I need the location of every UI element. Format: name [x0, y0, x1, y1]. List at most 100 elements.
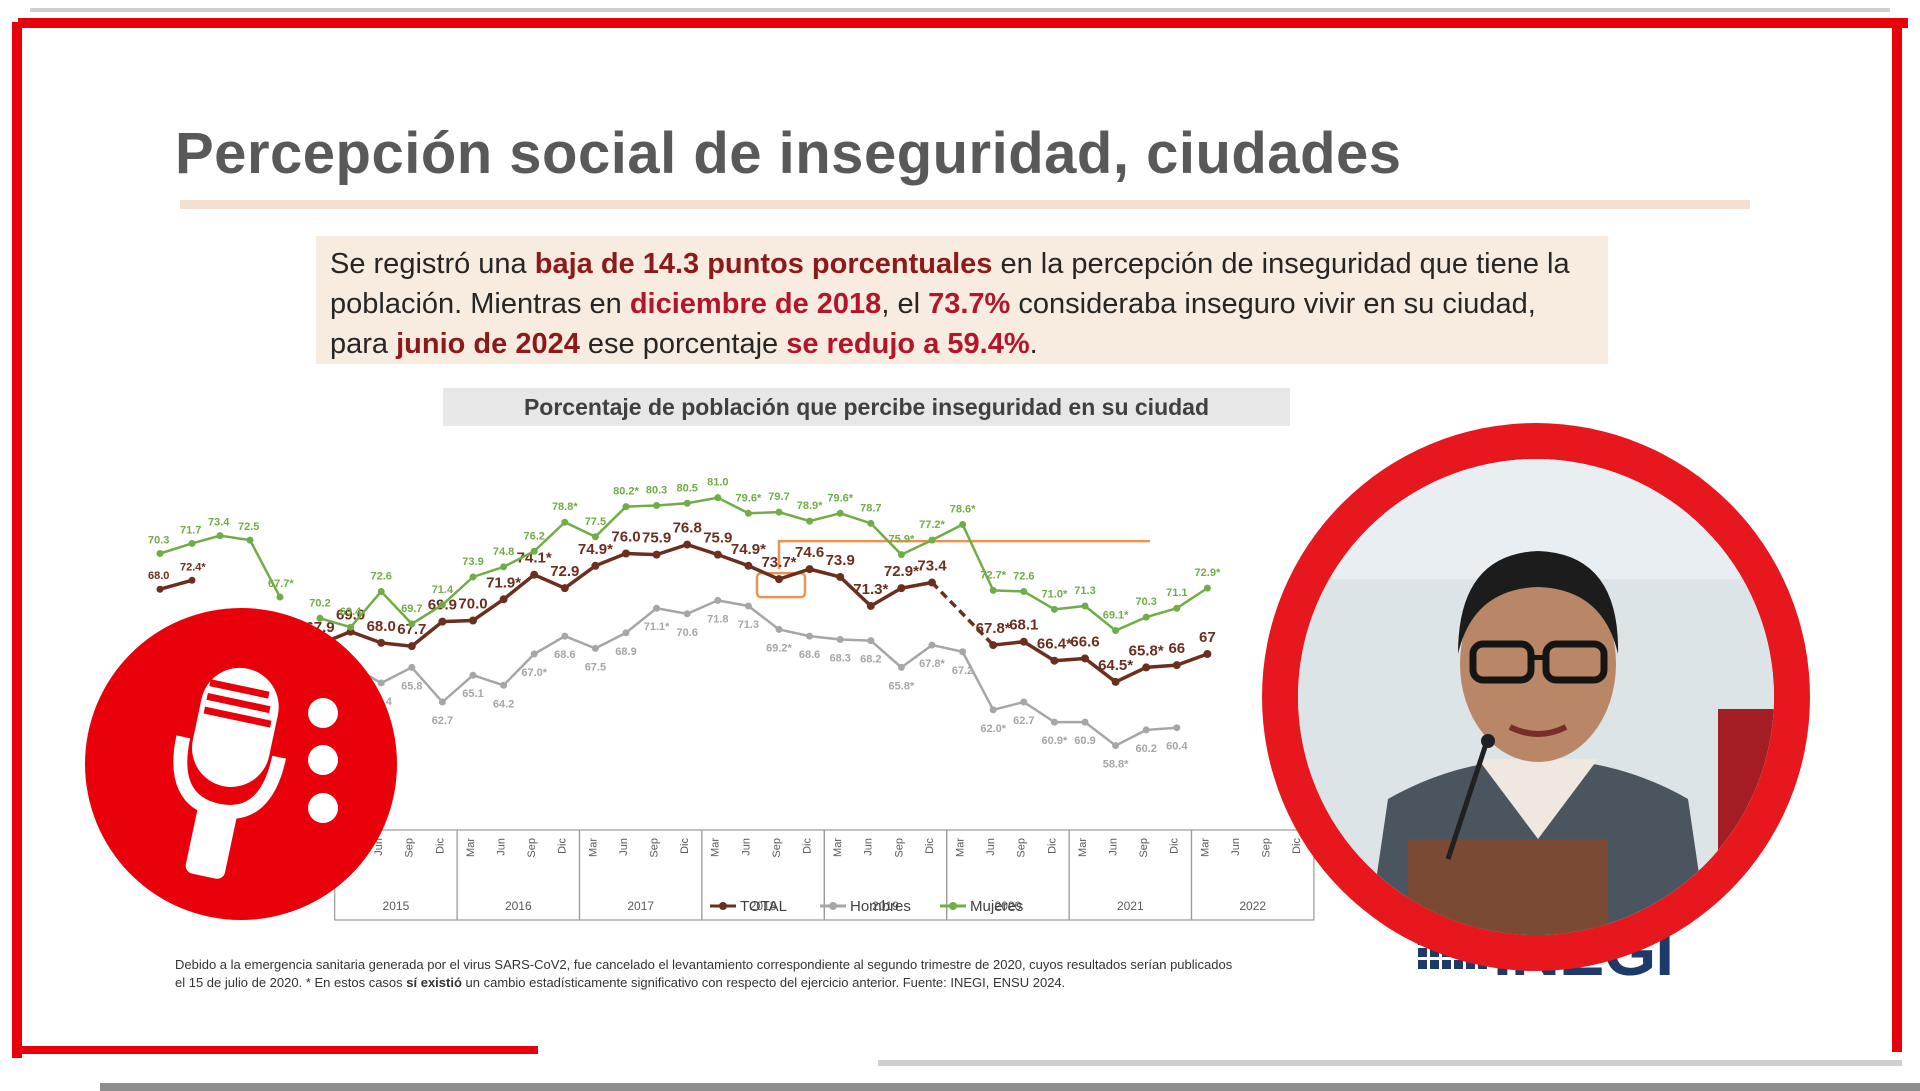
- data-point-hombres: [867, 637, 875, 645]
- series-line-total: [993, 639, 1208, 684]
- data-label-mujeres: 77.5: [585, 516, 606, 528]
- data-point-hombres: [530, 650, 538, 658]
- data-point-hombres: [1173, 724, 1181, 732]
- data-point-hombres: [836, 635, 844, 643]
- footnote-emphasis: sí existió: [406, 975, 462, 990]
- series-gap-line-total: [930, 581, 995, 647]
- data-point-mujeres: [377, 587, 385, 595]
- data-label-mujeres: 81.0: [707, 477, 728, 489]
- data-point-total: [469, 616, 477, 625]
- data-point-total: [188, 576, 196, 584]
- data-point-hombres: [714, 596, 722, 604]
- data-label-mujeres: 74.8: [493, 546, 514, 558]
- legend-marker: [949, 902, 957, 910]
- data-point-total: [866, 601, 875, 610]
- data-point-mujeres: [714, 494, 722, 502]
- data-point-total: [744, 561, 753, 570]
- data-label-hombres: 70.6: [676, 627, 697, 639]
- data-label-hombres: 71.1*: [644, 621, 670, 633]
- x-tick-label: Jun: [1108, 838, 1120, 856]
- data-label-mujeres: 70.2: [309, 597, 330, 609]
- data-point-total: [591, 561, 600, 570]
- data-label-hombres: 60.9*: [1042, 735, 1068, 747]
- data-label-total: 76.0: [611, 529, 640, 546]
- data-point-hombres: [897, 663, 905, 671]
- data-point-mujeres: [530, 547, 538, 555]
- data-label-mujeres: 78.8*: [552, 501, 578, 513]
- data-label-total: 74.9*: [578, 541, 613, 558]
- data-point-mujeres: [1203, 584, 1211, 592]
- data-point-total: [928, 578, 936, 587]
- highlight-box: [755, 571, 807, 599]
- data-point-hombres: [1142, 726, 1150, 734]
- year-label: 2016: [505, 899, 532, 913]
- footnote-text: un cambio estadísticamente significativo…: [461, 975, 1066, 990]
- data-label-hombres: 71.8: [707, 613, 728, 625]
- data-point-total: [836, 572, 845, 581]
- data-label-hombres: 67.5: [585, 661, 606, 673]
- x-tick-label: Dic: [434, 838, 446, 854]
- data-point-hombres: [989, 706, 997, 714]
- data-label-hombres: 65.8*: [889, 680, 915, 692]
- data-point-hombres: [438, 698, 446, 706]
- data-label-hombres: 62.7: [1013, 715, 1034, 727]
- data-point-mujeres: [653, 501, 661, 509]
- data-point-mujeres: [469, 573, 477, 581]
- x-tick-label: Sep: [1138, 838, 1150, 858]
- data-point-mujeres: [989, 586, 997, 594]
- data-point-total: [1142, 663, 1151, 672]
- data-label-hombres: 68.6: [554, 649, 575, 661]
- data-point-total: [622, 549, 630, 558]
- data-label-mujeres: 72.5: [238, 521, 259, 533]
- data-label-mujeres: 79.6*: [736, 492, 762, 504]
- data-label-mujeres: 71.1: [1166, 587, 1187, 599]
- data-label-mujeres: 72.9*: [1195, 567, 1221, 579]
- data-label-total: 68.0: [148, 570, 169, 582]
- x-tick-label: Sep: [1261, 838, 1273, 858]
- legend-label: TOTAL: [740, 898, 787, 915]
- title-underline: [180, 200, 1750, 209]
- data-label-mujeres: 73.9: [462, 556, 483, 568]
- year-label: 2017: [627, 899, 654, 913]
- data-label-hombres: 65.1: [462, 688, 483, 700]
- data-label-mujeres: 69.7: [401, 603, 422, 615]
- summary-text: ese porcentaje: [579, 328, 787, 360]
- year-label: 2018: [750, 899, 777, 913]
- data-point-total: [438, 617, 447, 626]
- data-point-hombres: [683, 610, 691, 618]
- data-point-mujeres: [216, 532, 224, 540]
- x-tick-label: Dic: [1046, 838, 1058, 854]
- reference-line: [777, 539, 1150, 570]
- data-label-mujeres: 71.3: [1074, 585, 1095, 597]
- data-label-total: 72.9*: [884, 563, 919, 580]
- x-tick-label: Jun: [496, 838, 508, 856]
- data-point-hombres: [959, 648, 967, 656]
- data-point-mujeres: [1050, 605, 1058, 613]
- footnote-line: Debido a la emergencia sanitaria generad…: [175, 957, 1233, 972]
- data-point-hombres: [500, 681, 508, 689]
- data-label-mujeres: 75.9*: [889, 534, 915, 546]
- data-point-mujeres: [928, 536, 936, 544]
- data-point-total: [897, 584, 906, 593]
- data-label-total: 72.9: [550, 563, 579, 580]
- data-point-mujeres: [156, 550, 164, 557]
- series-line-total-prefix: [159, 578, 193, 591]
- slide-bottom-bar: [100, 1083, 1920, 1091]
- data-point-total: [989, 641, 998, 650]
- x-tick-label: Jun: [985, 838, 997, 856]
- x-tick-label: Mar: [955, 838, 967, 857]
- line-chart: 68.072.4*70.371.773.4 72.567.7*67.969.068…: [148, 477, 1315, 921]
- data-label-hombres: 60.4: [1166, 741, 1188, 753]
- legend-marker: [829, 902, 837, 910]
- speaker-photo: [1298, 459, 1774, 935]
- data-label-total: 71.3*: [853, 581, 888, 598]
- data-label-total: 68.0: [367, 618, 396, 635]
- data-label-mujeres: 78.9*: [797, 500, 823, 512]
- year-label: 2022: [1239, 899, 1266, 913]
- data-label-mujeres: 79.6*: [827, 492, 853, 504]
- data-label-hombres: 68.3: [829, 652, 850, 664]
- data-point-total: [1203, 650, 1212, 658]
- data-point-total: [805, 565, 814, 574]
- data-point-total: [407, 642, 416, 651]
- data-label-hombres: 71.3: [738, 619, 759, 631]
